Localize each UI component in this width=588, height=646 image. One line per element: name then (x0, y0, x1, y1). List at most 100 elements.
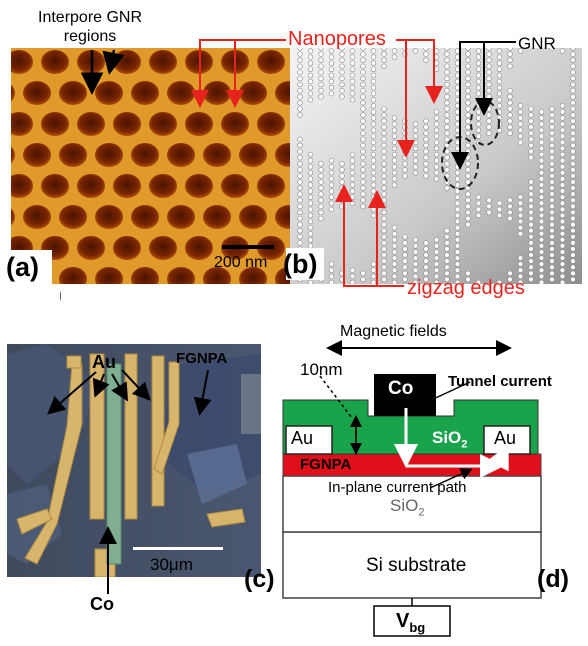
carbon-atom (538, 133, 545, 139)
carbon-atom (339, 75, 345, 82)
carbon-atom (538, 188, 545, 194)
carbon-atom (297, 161, 303, 167)
carbon-atom (570, 276, 576, 283)
au-label-right-d: Au (494, 428, 517, 448)
carbon-atom (391, 54, 398, 60)
carbon-atom (549, 130, 555, 136)
scale-bar-label-a: 200 nm (214, 254, 268, 271)
tunnel-leader (411, 381, 471, 410)
carbon-atom (297, 100, 303, 106)
carbon-atom (538, 115, 545, 121)
carbon-atom (391, 267, 398, 273)
carbon-atom (538, 121, 545, 127)
carbon-atom (349, 164, 356, 170)
carbon-atom (507, 94, 513, 100)
carbon-atom (297, 191, 303, 197)
carbon-atom (328, 176, 335, 182)
carbon-atom (360, 154, 366, 161)
carbon-atom (328, 78, 335, 85)
carbon-atom (297, 148, 303, 155)
carbon-atom (507, 197, 513, 203)
panel-b-letter: (b) (283, 249, 318, 279)
nanopore (5, 50, 33, 74)
carbon-atom (570, 124, 576, 130)
carbon-atom (370, 72, 377, 79)
carbon-atom (444, 270, 450, 277)
carbon-atom (370, 157, 377, 164)
carbon-atom (328, 182, 335, 188)
carbon-atom (486, 51, 492, 57)
carbon-atom (297, 234, 303, 240)
carbon-atom (475, 194, 482, 200)
carbon-atom (370, 164, 377, 170)
carbon-atom (349, 54, 356, 60)
carbon-atom (528, 112, 534, 118)
carbon-atom (360, 161, 366, 167)
carbon-atom (444, 264, 450, 270)
carbon-atom (570, 81, 576, 88)
carbon-atom (444, 69, 450, 76)
co-label-c: Co (90, 594, 114, 614)
carbon-atom (549, 234, 555, 240)
carbon-atom (328, 273, 335, 280)
carbon-atom (423, 154, 429, 161)
carbon-atom (549, 264, 555, 270)
carbon-atom (549, 203, 555, 210)
carbon-atom (297, 63, 303, 69)
carbon-atom (307, 48, 314, 54)
carbon-atom (412, 121, 419, 127)
carbon-atom (349, 48, 356, 54)
carbon-atom (475, 72, 482, 79)
carbon-atom (570, 112, 576, 118)
carbon-atom (349, 151, 356, 158)
carbon-atom (454, 212, 461, 219)
carbon-atom (528, 270, 534, 277)
carbon-atom (475, 84, 482, 91)
carbon-atom (381, 136, 387, 143)
carbon-atom (381, 154, 387, 161)
carbon-atom (528, 197, 534, 203)
sio2-bottom-layer (282, 475, 542, 533)
carbon-atom (370, 176, 377, 182)
carbon-atom (423, 57, 429, 63)
carbon-atom (328, 170, 335, 176)
carbon-atom (570, 246, 576, 252)
carbon-atom (507, 87, 513, 94)
carbon-atom (465, 142, 471, 149)
carbon-atom (297, 75, 303, 82)
carbon-atom (370, 78, 377, 85)
carbon-atom (297, 173, 303, 179)
carbon-atom (549, 246, 555, 252)
nanopore (95, 205, 123, 229)
carbon-atom (297, 51, 303, 57)
carbon-atom (570, 148, 576, 155)
carbon-atom (370, 97, 377, 103)
carbon-atom (349, 90, 356, 97)
carbon-atom (402, 167, 408, 173)
carbon-atom (360, 75, 366, 82)
carbon-atom (444, 94, 450, 100)
carbon-atom (549, 124, 555, 130)
carbon-atom (360, 136, 366, 143)
carbon-atom (402, 246, 408, 252)
carbon-atom (381, 124, 387, 130)
carbon-atom (559, 139, 566, 146)
carbon-atom (454, 206, 461, 213)
nanopore (149, 112, 177, 136)
carbon-atom (423, 173, 429, 179)
tick-mark (60, 292, 61, 300)
carbon-atom (549, 167, 555, 173)
carbon-atom (559, 261, 566, 267)
carbon-atom (360, 270, 366, 277)
carbon-atom (370, 170, 377, 176)
carbon-atom (465, 87, 471, 94)
carbon-atom (570, 221, 576, 228)
carbon-atom (433, 164, 440, 170)
carbon-atom (496, 206, 503, 213)
carbon-atom (486, 75, 492, 82)
carbon-atom (318, 197, 324, 203)
carbon-atom (297, 228, 303, 234)
carbon-atom (360, 148, 366, 155)
carbon-atom (528, 124, 534, 130)
carbon-atom (360, 100, 366, 106)
